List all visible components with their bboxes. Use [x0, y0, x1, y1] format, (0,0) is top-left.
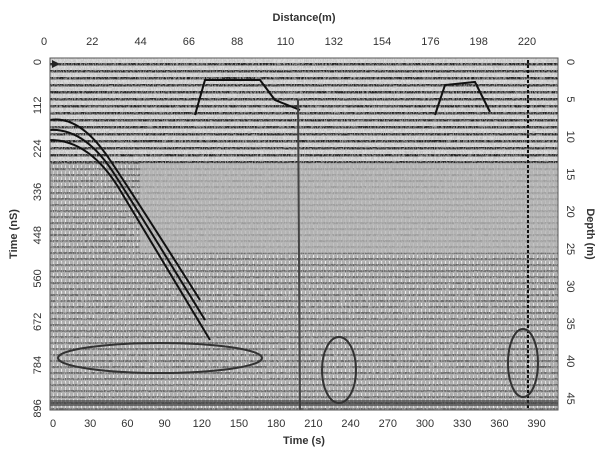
bottom-axis-label: Time (s): [283, 435, 325, 447]
right-tick-label: 35: [564, 318, 576, 330]
right-tick-label: 40: [564, 355, 576, 367]
top-axis-label: Distance(m): [273, 12, 336, 24]
radargram: [50, 58, 558, 410]
top-tick-label: 0: [41, 36, 47, 48]
top-tick-label: 154: [373, 36, 391, 48]
top-tick-label: 110: [277, 36, 295, 48]
left-axis-label: Time (nS): [8, 209, 20, 259]
right-tick-label: 10: [564, 131, 576, 143]
top-tick-label: 44: [134, 36, 146, 48]
left-tick-label: 560: [32, 269, 44, 287]
bottom-tick-label: 180: [267, 418, 285, 430]
bottom-tick-label: 360: [490, 418, 508, 430]
left-tick-label: 448: [32, 226, 44, 244]
top-tick-label: 22: [86, 36, 98, 48]
bottom-tick-label: 90: [158, 418, 170, 430]
top-tick-label: 176: [421, 36, 439, 48]
bottom-tick-label: 330: [453, 418, 471, 430]
left-tick-label: 672: [32, 313, 44, 331]
annotations: [57, 328, 539, 404]
bottom-tick-label: 390: [527, 418, 545, 430]
bottom-tick-label: 240: [341, 418, 359, 430]
right-tick-label: 0: [564, 59, 576, 65]
top-tick-label: 198: [470, 36, 488, 48]
ellipse: [57, 342, 263, 374]
bottom-tick-label: 150: [230, 418, 248, 430]
left-tick-label: 0: [32, 59, 44, 65]
top-tick-label: 220: [518, 36, 536, 48]
right-tick-label: 15: [564, 168, 576, 180]
bottom-tick-label: 300: [416, 418, 434, 430]
top-tick-label: 88: [231, 36, 243, 48]
top-tick-label: 132: [325, 36, 343, 48]
left-tick-label: 112: [32, 97, 44, 115]
bottom-tick-label: 60: [121, 418, 133, 430]
ellipse: [507, 328, 539, 398]
right-tick-label: 20: [564, 205, 576, 217]
left-tick-label: 784: [32, 356, 44, 374]
ellipse: [321, 336, 357, 404]
right-tick-label: 30: [564, 280, 576, 292]
marker: [52, 60, 60, 68]
bottom-tick-label: 30: [84, 418, 96, 430]
left-tick-label: 336: [32, 183, 44, 201]
plot-frame: [49, 57, 559, 411]
bottom-tick-label: 270: [379, 418, 397, 430]
right-tick-label: 25: [564, 243, 576, 255]
bottom-tick-label: 120: [193, 418, 211, 430]
right-tick-label: 5: [564, 96, 576, 102]
left-tick-label: 896: [32, 399, 44, 417]
left-tick-label: 224: [32, 139, 44, 157]
bottom-tick-label: 0: [50, 418, 56, 430]
right-tick-label: 45: [564, 392, 576, 404]
top-tick-label: 66: [183, 36, 195, 48]
bottom-tick-label: 210: [304, 418, 322, 430]
right-axis-label: Depth (m): [584, 208, 596, 260]
